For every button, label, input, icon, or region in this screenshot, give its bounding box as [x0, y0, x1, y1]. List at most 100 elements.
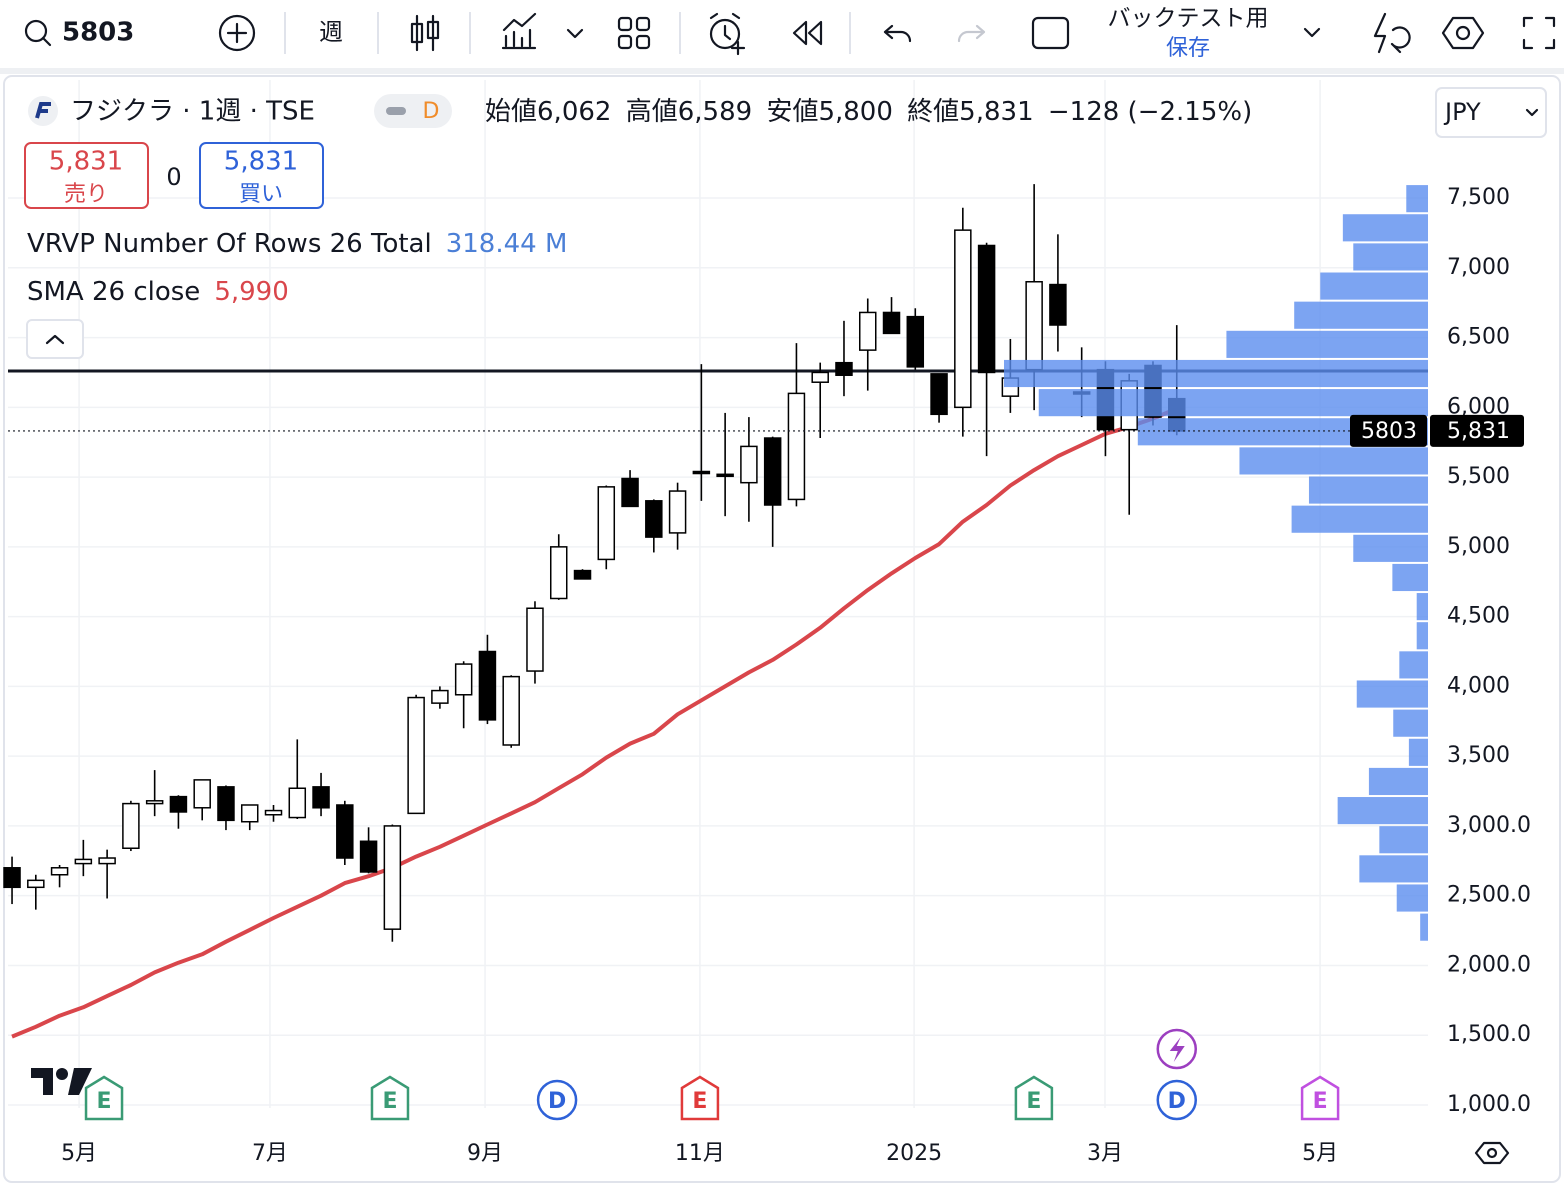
volume-profile-bar: [1353, 534, 1428, 562]
button-box: [26, 319, 84, 359]
currency-button[interactable]: JPY: [1435, 87, 1547, 138]
candle-body: [502, 675, 520, 746]
legend-title: フジクラ · 1週 · TSE: [70, 97, 315, 127]
candle-body: [930, 373, 948, 416]
event-label: E: [1313, 1089, 1328, 1114]
candle-body: [169, 795, 188, 813]
chart-type-button[interactable]: [410, 14, 440, 52]
ohlc-value: 5,800: [818, 97, 892, 127]
settings-icon: [1455, 25, 1471, 41]
grid-icon: [617, 16, 633, 32]
y-tick-label: 7,000: [1447, 255, 1510, 280]
replay-button[interactable]: [792, 20, 823, 46]
plus-icon: [226, 22, 248, 44]
buy-button[interactable]: 5,831 買い: [199, 142, 324, 209]
candle-body: [217, 786, 235, 822]
candle-body: [431, 689, 449, 704]
redo-button[interactable]: [957, 24, 986, 43]
status-badge: [386, 107, 406, 115]
undo-button[interactable]: [883, 24, 912, 43]
ohlc-label: 高値: [626, 97, 678, 127]
indicator-name: VRVP Number Of Rows 26 Total 318.44 M: [27, 229, 567, 259]
alarm-icon: [709, 12, 746, 56]
ohlc-value: 6,062: [537, 97, 611, 127]
y-tick-label: 4,000: [1447, 673, 1510, 698]
fullscreen-button[interactable]: [1522, 16, 1556, 50]
event-marker: [84, 1075, 124, 1121]
candle-body: [98, 857, 116, 865]
sell-button[interactable]: 5,831 売り: [24, 142, 149, 209]
candle-body: [312, 786, 330, 809]
layout-button[interactable]: [617, 16, 651, 50]
collapse-legend-button[interactable]: [26, 319, 84, 359]
ohlc-value: 5,831: [959, 97, 1033, 127]
candle-body: [240, 804, 259, 823]
currency-box: [1435, 87, 1547, 138]
volume-profile-bar: [1308, 476, 1428, 504]
indicator-value: 318.44 M: [446, 229, 568, 259]
settings-icon: [1474, 1141, 1510, 1165]
candle-icon: [410, 22, 424, 44]
grid-icon: [617, 34, 633, 50]
x-tick-label: 11月: [675, 1141, 725, 1166]
candle-body: [692, 470, 711, 475]
ohlc-values: 始値6,062 高値6,589 安値5,800 終値5,831 −128 (−2…: [485, 97, 1252, 127]
change: −128 (−2.15%): [1048, 97, 1252, 127]
candle-body: [359, 840, 378, 873]
volume-profile-bar: [1038, 389, 1428, 417]
tradingview-logo: [31, 1068, 92, 1095]
y-tick-label: 1,000.0: [1447, 1092, 1531, 1117]
interval-button[interactable]: 週: [319, 18, 343, 46]
sell-label: 売り: [64, 182, 108, 207]
search-icon: [41, 36, 52, 47]
candle-body: [977, 244, 996, 374]
quick-search-button[interactable]: [1373, 12, 1411, 54]
x-tick-label: 5月: [1302, 1141, 1338, 1166]
chevron: [566, 28, 584, 39]
alarm-icon: [709, 18, 741, 50]
volume-profile-bar: [1291, 505, 1428, 533]
ohlc-label: 始値: [485, 97, 537, 127]
delay-badge: D: [423, 99, 440, 124]
search-button[interactable]: 5803: [24, 18, 134, 48]
sell-price: 5,831: [49, 147, 123, 177]
x-tick-label: 7月: [252, 1141, 288, 1166]
event-label: D: [548, 1089, 566, 1114]
y-tick-label: 7,500: [1447, 185, 1510, 210]
volume-profile-bar: [1399, 651, 1428, 679]
candle-body: [383, 825, 402, 930]
candle-body: [122, 802, 140, 849]
chevron: [1525, 108, 1539, 117]
candle-body: [597, 486, 616, 561]
event-label: E: [382, 1089, 397, 1114]
volume-profile-bar: [1416, 622, 1428, 650]
last-price-tag: [1430, 414, 1524, 447]
layout-save-button[interactable]: バックテスト用 保存: [1108, 6, 1321, 62]
volume-profile-bar: [1359, 855, 1428, 883]
toolbar-divider: [0, 68, 1564, 74]
event-marker: [1156, 1079, 1198, 1121]
symbol-logo: [35, 102, 51, 119]
volume-profile-bar: [1353, 243, 1428, 271]
candle-body: [50, 867, 69, 876]
candle-icon: [426, 20, 440, 40]
rectangle-tool[interactable]: [1031, 16, 1070, 50]
add-symbol-button[interactable]: [218, 14, 256, 52]
x-tick-label: 3月: [1087, 1141, 1123, 1166]
symbol: 5803: [62, 18, 134, 48]
symbol-tag-label: 5803: [1361, 419, 1417, 444]
time-axis-settings[interactable]: [1474, 1141, 1510, 1165]
volume-profile-bar: [1239, 447, 1428, 475]
indicators-button[interactable]: [501, 12, 584, 50]
candle-body: [1049, 283, 1067, 326]
settings-button[interactable]: [1441, 16, 1485, 50]
candle-body: [763, 437, 782, 506]
candle-body: [3, 867, 21, 889]
plus-icon: [218, 14, 256, 52]
alert-button[interactable]: [709, 12, 746, 56]
event-marker: [1300, 1075, 1340, 1121]
save-label: 保存: [1166, 36, 1210, 61]
indicator-icon: [501, 12, 537, 50]
settings-icon: [1441, 16, 1485, 50]
